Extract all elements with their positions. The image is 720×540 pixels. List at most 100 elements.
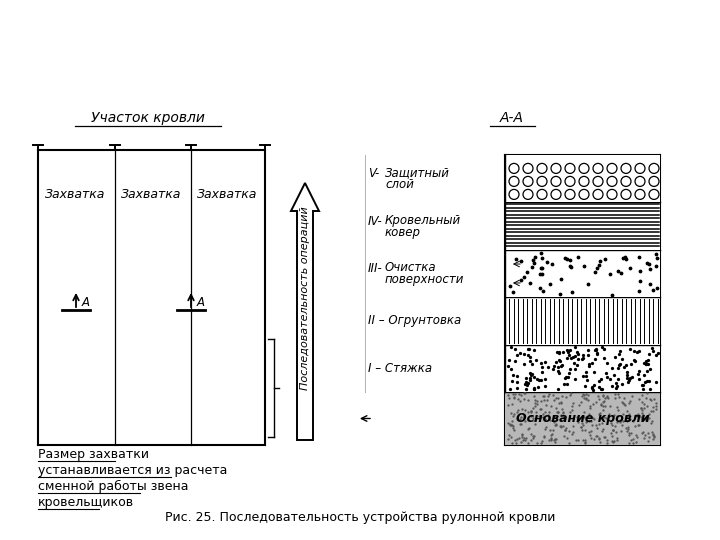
Point	[546, 364, 558, 373]
Point	[609, 394, 621, 403]
Point	[552, 366, 563, 375]
Point	[550, 435, 562, 444]
Point	[613, 364, 624, 373]
Point	[580, 394, 592, 403]
Point	[593, 410, 605, 418]
Point	[644, 260, 655, 269]
Point	[590, 398, 602, 407]
Point	[526, 369, 537, 378]
Point	[557, 405, 568, 414]
Point	[518, 360, 529, 368]
Point	[642, 415, 653, 424]
Point	[636, 415, 647, 423]
Point	[592, 423, 603, 432]
Point	[601, 392, 613, 401]
Point	[521, 381, 533, 390]
Point	[568, 359, 580, 367]
Point	[507, 422, 518, 430]
Text: А-А: А-А	[500, 111, 524, 125]
Point	[575, 423, 587, 431]
Point	[639, 430, 651, 439]
Text: кровельщиков: кровельщиков	[38, 496, 134, 509]
Point	[514, 414, 526, 423]
Point	[644, 265, 656, 274]
Point	[514, 348, 526, 357]
Point	[525, 407, 536, 416]
Point	[601, 438, 613, 447]
Point	[566, 401, 577, 410]
Point	[631, 433, 643, 441]
Point	[550, 420, 562, 428]
Point	[503, 355, 515, 364]
Point	[528, 384, 540, 393]
Point	[642, 360, 654, 368]
Point	[529, 395, 541, 404]
Point	[531, 396, 543, 405]
Point	[634, 411, 645, 420]
Point	[644, 395, 656, 403]
Point	[562, 373, 573, 381]
Point	[624, 415, 636, 423]
Point	[544, 389, 555, 398]
Point	[629, 347, 640, 355]
Point	[607, 438, 618, 447]
Point	[518, 350, 530, 359]
Point	[516, 430, 528, 439]
Point	[511, 378, 523, 387]
Text: III-: III-	[368, 262, 383, 275]
Point	[562, 347, 573, 356]
Point	[555, 362, 567, 370]
Point	[523, 424, 535, 433]
Point	[503, 419, 514, 428]
Point	[636, 390, 648, 399]
Text: IV-: IV-	[368, 214, 383, 227]
Point	[625, 360, 636, 368]
Point	[524, 374, 536, 382]
Point	[529, 420, 541, 429]
Point	[624, 399, 635, 407]
Point	[639, 370, 650, 379]
Text: Участок кровли: Участок кровли	[91, 111, 205, 125]
Point	[599, 433, 611, 442]
Point	[510, 255, 521, 264]
Point	[511, 384, 523, 393]
Point	[536, 397, 547, 406]
Point	[563, 439, 575, 448]
Point	[631, 410, 642, 419]
Point	[629, 357, 641, 366]
Point	[523, 345, 534, 353]
Point	[597, 427, 608, 435]
Point	[627, 435, 639, 443]
Point	[540, 422, 552, 431]
Point	[536, 437, 547, 445]
Point	[554, 289, 566, 298]
Point	[611, 382, 623, 390]
Point	[502, 362, 513, 371]
Point	[580, 368, 592, 376]
Point	[642, 356, 654, 364]
Text: Захватка: Захватка	[121, 188, 181, 201]
Point	[605, 401, 616, 410]
Point	[576, 418, 588, 427]
Point	[527, 404, 539, 413]
Point	[639, 434, 650, 443]
Point	[578, 394, 590, 402]
Point	[537, 413, 549, 421]
Point	[650, 401, 662, 410]
Point	[643, 437, 654, 445]
Point	[529, 399, 541, 407]
Point	[644, 410, 655, 418]
Point	[647, 428, 658, 436]
Point	[572, 436, 584, 444]
Point	[611, 428, 622, 436]
Point	[634, 347, 645, 355]
Point	[506, 377, 518, 386]
Point	[579, 425, 590, 434]
Point	[651, 399, 662, 408]
Point	[535, 264, 546, 272]
Point	[524, 279, 536, 287]
Point	[557, 408, 568, 416]
Point	[510, 435, 522, 443]
Point	[593, 434, 605, 442]
Point	[652, 349, 663, 357]
